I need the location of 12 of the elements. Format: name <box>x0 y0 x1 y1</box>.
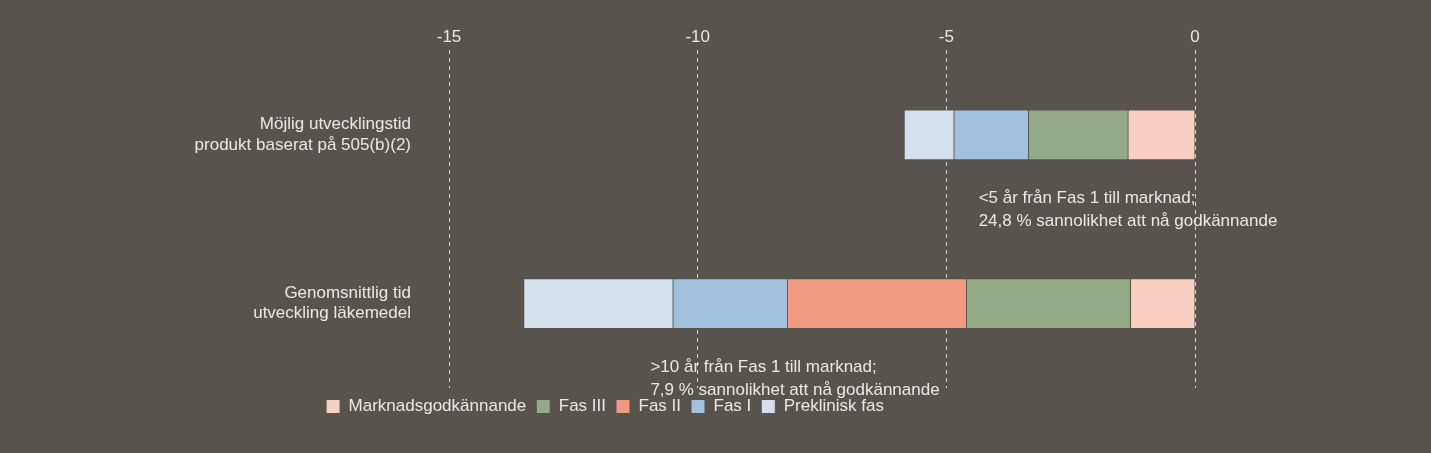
annotation: <5 år från Fas 1 till marknad; 24,8 % sannolikhet att nå godkännande <box>978 187 1278 230</box>
legend-label: Fas II <box>638 396 682 416</box>
x-tick-label: -5 <box>938 26 954 46</box>
legend-label: Fas I <box>713 396 752 416</box>
y-tick-label: Genomsnittlig tid utveckling läkemedel <box>253 283 411 323</box>
x-tick-label: 0 <box>1190 26 1200 46</box>
annotation: >10 år från Fas 1 till marknad; 7,9 % sannolikhet att nå godkännande <box>650 356 940 399</box>
x-tick-label: -15 <box>436 26 462 46</box>
y-tick-label: Möjlig utvecklingstid produkt baserat på 505(b)(2) <box>194 114 411 154</box>
x-tick-label: -10 <box>685 26 710 46</box>
legend-label: Fas III <box>558 396 606 416</box>
legend-label: Marknadsgodkännande <box>348 396 527 416</box>
